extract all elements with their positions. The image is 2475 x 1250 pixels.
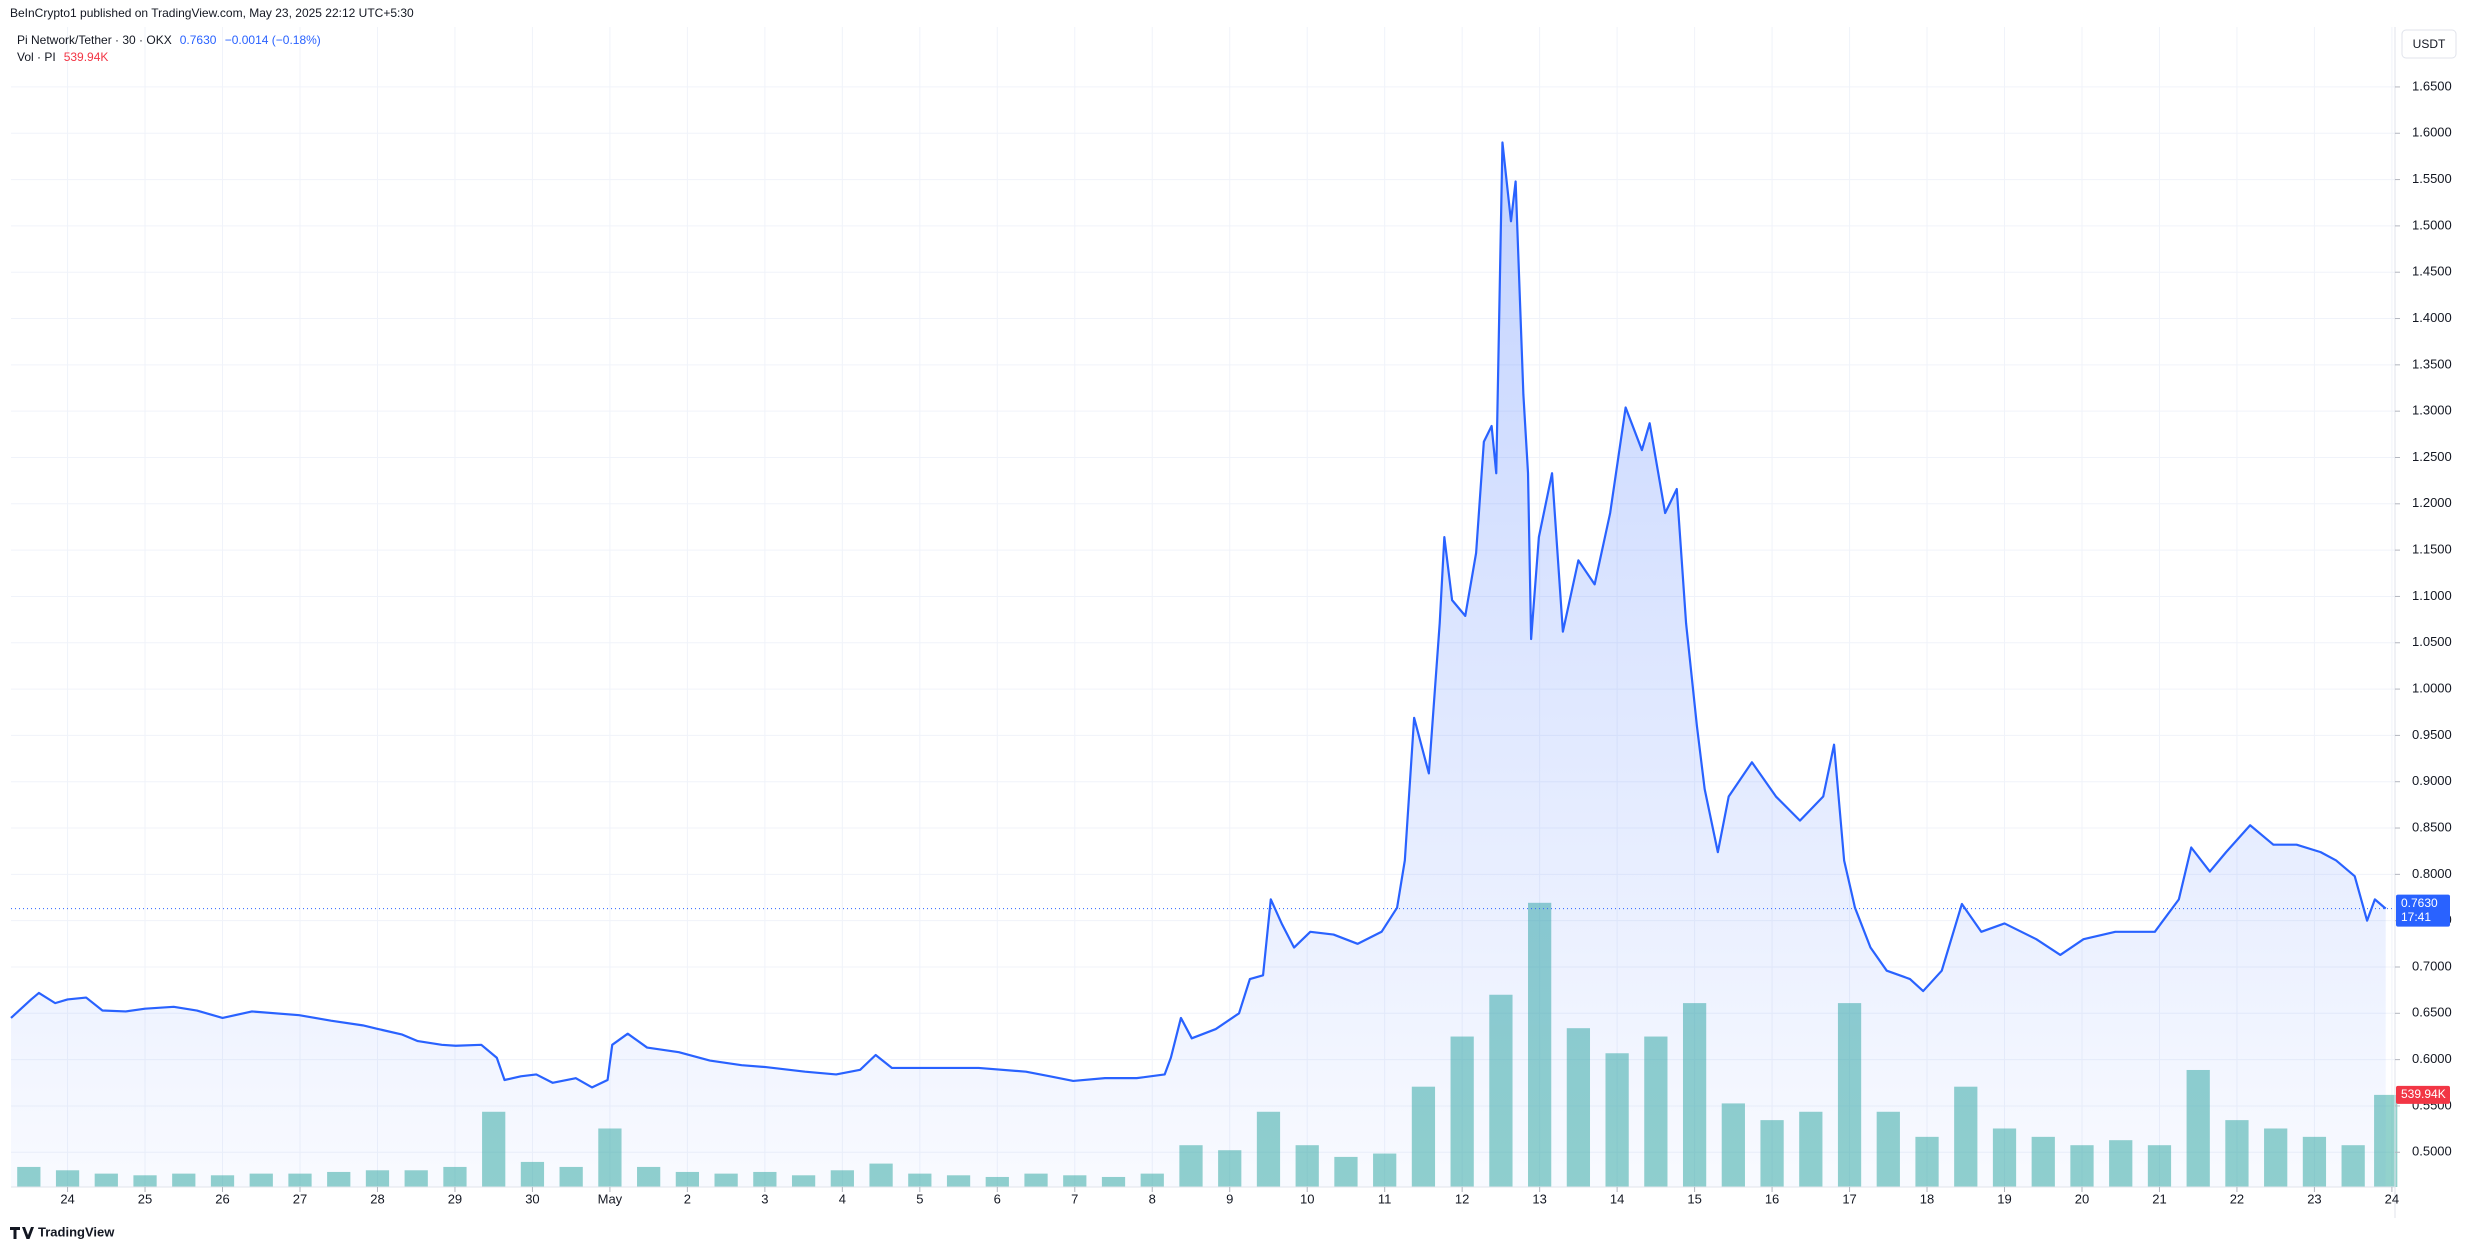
x-tick-label: 10 <box>1300 1191 1314 1206</box>
x-tick-label: 29 <box>448 1191 462 1206</box>
y-tick-label: 1.6000 <box>2412 125 2452 140</box>
x-tick-label: 4 <box>839 1191 846 1206</box>
y-tick-label: 1.2000 <box>2412 495 2452 510</box>
y-tick-label: 1.5500 <box>2412 171 2452 186</box>
y-tick-label: 1.1000 <box>2412 588 2452 603</box>
x-tick-label: 3 <box>761 1191 768 1206</box>
x-tick-label: 6 <box>994 1191 1001 1206</box>
x-tick-label: 25 <box>138 1191 152 1206</box>
x-tick-label: 5 <box>916 1191 923 1206</box>
x-tick-label: 24 <box>60 1191 74 1206</box>
x-tick-label: 2 <box>684 1191 691 1206</box>
y-tick-label: 1.5000 <box>2412 217 2452 232</box>
legend-volume: Vol · PI <box>17 50 56 64</box>
y-tick-label: 0.5000 <box>2412 1144 2452 1159</box>
x-tick-label: 24 <box>2385 1191 2399 1206</box>
legend-last-price: 0.7630 <box>180 33 217 47</box>
y-tick-label: 0.6500 <box>2412 1005 2452 1020</box>
unit-button[interactable]: USDT <box>2401 29 2457 59</box>
y-tick-label: 0.9500 <box>2412 727 2452 742</box>
y-tick-label: 0.7000 <box>2412 958 2452 973</box>
x-tick-label: 30 <box>525 1191 539 1206</box>
y-tick-label: 1.0500 <box>2412 634 2452 649</box>
y-tick-label: 1.3500 <box>2412 356 2452 371</box>
volume-value-label: 539.94K <box>2401 1087 2446 1101</box>
x-tick-label: 7 <box>1071 1191 1078 1206</box>
x-tick-label: 11 <box>1378 1191 1392 1206</box>
y-tick-label: 1.0000 <box>2412 681 2452 696</box>
x-tick-label: 16 <box>1765 1191 1779 1206</box>
y-tick-label: 1.2500 <box>2412 449 2452 464</box>
legend-volume-value: 539.94K <box>64 50 109 64</box>
y-tick-label: 1.3000 <box>2412 403 2452 418</box>
y-tick-label: 0.8000 <box>2412 866 2452 881</box>
y-tick-label: 0.8500 <box>2412 819 2452 834</box>
published-note: BeInCrypto1 published on TradingView.com… <box>10 6 414 20</box>
y-tick-label: 1.6500 <box>2412 78 2452 93</box>
countdown-label: 17:41 <box>2401 910 2431 924</box>
x-tick-label: 19 <box>1997 1191 2011 1206</box>
x-tick-label: 13 <box>1532 1191 1546 1206</box>
x-tick-label: 28 <box>370 1191 384 1206</box>
y-tick-label: 1.4500 <box>2412 264 2452 279</box>
x-tick-label: 18 <box>1920 1191 1934 1206</box>
legend-symbol: Pi Network/Tether · 30 · OKX <box>17 33 172 47</box>
volume-value-box <box>2396 1085 2450 1104</box>
y-tick-label: 0.9000 <box>2412 773 2452 788</box>
x-tick-label: 17 <box>1842 1191 1856 1206</box>
unit-label[interactable]: USDT <box>2413 37 2446 51</box>
footer-logo[interactable]: TradingView <box>10 1224 115 1239</box>
x-tick-label: 9 <box>1226 1191 1233 1206</box>
legend: Pi Network/Tether · 30 · OKX 0.7630 −0.0… <box>17 33 321 64</box>
x-tick-label: 12 <box>1455 1191 1469 1206</box>
unit-box[interactable] <box>2401 29 2457 59</box>
plot-area <box>10 141 2398 1187</box>
x-tick-label: 23 <box>2307 1191 2321 1206</box>
last-price-box <box>2396 894 2450 927</box>
price-line <box>10 141 2387 1089</box>
area-fill <box>11 142 2386 1187</box>
y-tick-label: 1.1500 <box>2412 542 2452 557</box>
axes: 0.50000.55000.60000.65000.70000.75000.80… <box>60 78 2451 1206</box>
last-price-label: 0.7630 <box>2401 896 2438 910</box>
x-tick-label: 26 <box>215 1191 229 1206</box>
footer-brand[interactable]: TradingView <box>38 1224 115 1239</box>
x-tick-label: 20 <box>2075 1191 2089 1206</box>
y-tick-label: 1.4000 <box>2412 310 2452 325</box>
x-tick-label: 27 <box>293 1191 307 1206</box>
logo-icon[interactable] <box>10 1227 34 1239</box>
y-tick-label: 0.6000 <box>2412 1051 2452 1066</box>
legend-change: −0.0014 (−0.18%) <box>225 33 321 47</box>
x-tick-label: 8 <box>1149 1191 1156 1206</box>
x-tick-label: 14 <box>1610 1191 1624 1206</box>
x-tick-label: May <box>598 1191 623 1206</box>
x-tick-label: 15 <box>1687 1191 1701 1206</box>
x-tick-label: 22 <box>2230 1191 2244 1206</box>
x-tick-label: 21 <box>2152 1191 2166 1206</box>
